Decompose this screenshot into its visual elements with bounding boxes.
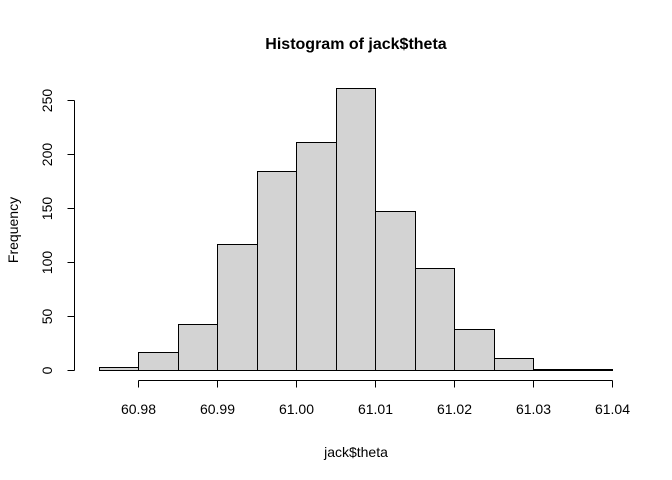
y-axis-label: Frequency [5,197,21,263]
y-tick-label-0: 0 [39,366,55,374]
histogram-bar-7 [375,211,416,371]
chart-title: Histogram of jack$theta [265,36,446,53]
x-tick-label-5: 61.03 [516,401,551,417]
histogram-bar-3 [217,244,258,371]
x-tick-label-4: 61.02 [437,401,472,417]
y-tick-label-2: 100 [39,251,55,275]
x-axis: 60.98 60.99 61.00 61.01 61.02 61.03 61.04 [121,380,630,417]
histogram-bar-2 [178,324,218,371]
histogram-bars [99,88,613,371]
x-tick-label-3: 61.01 [358,401,393,417]
y-axis: 0 50 100 150 200 250 [39,89,75,374]
x-tick-label-1: 60.99 [200,401,235,417]
histogram-bar-4 [257,171,297,371]
y-tick-label-4: 200 [39,143,55,167]
x-tick-label-0: 60.98 [121,401,156,417]
x-tick-label-2: 61.00 [279,401,314,417]
x-tick-label-6: 61.04 [595,401,630,417]
histogram-bar-0 [99,367,139,371]
histogram-bar-9 [454,329,495,371]
histogram-bar-11 [533,369,573,371]
histogram-bar-12 [572,369,613,371]
histogram-bar-6 [336,88,376,371]
histogram-bar-1 [138,352,179,371]
y-tick-label-5: 250 [39,89,55,113]
histogram-bar-8 [415,268,455,371]
histogram-bar-10 [494,358,534,371]
x-axis-label: jack$theta [323,444,388,460]
histogram-bar-5 [296,142,337,371]
y-tick-label-3: 150 [39,197,55,221]
y-tick-label-1: 50 [39,309,55,325]
